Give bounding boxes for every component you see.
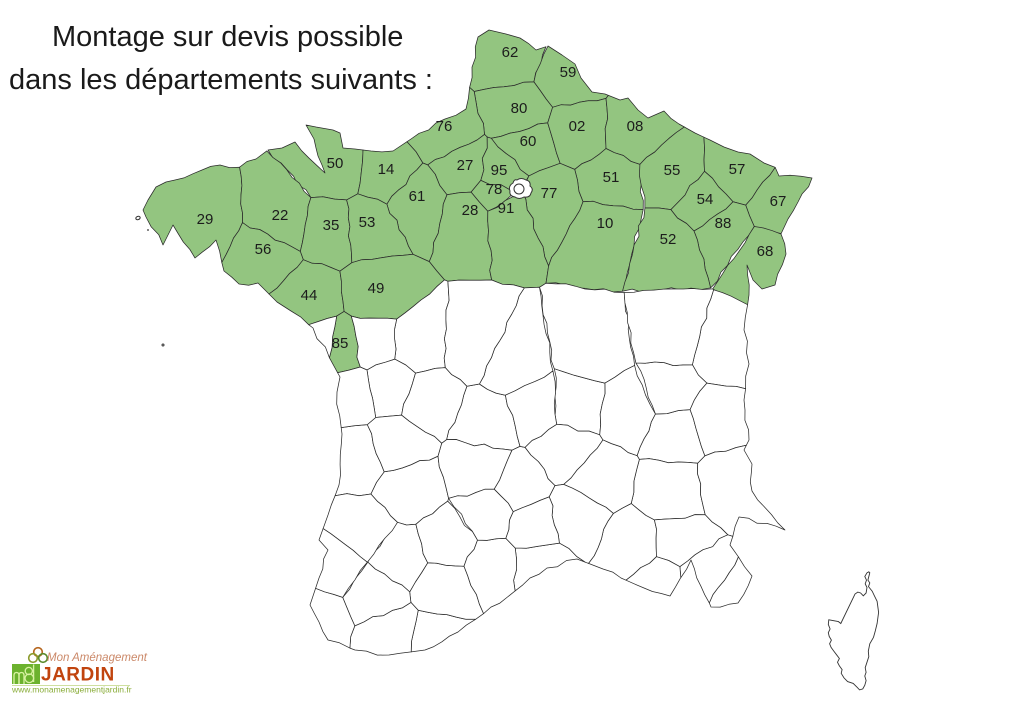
svg-text:JARDIN: JARDIN bbox=[41, 665, 115, 686]
svg-text:www.monamenagementjardin.fr: www.monamenagementjardin.fr bbox=[11, 685, 132, 695]
svg-text:Mon Aménagement: Mon Aménagement bbox=[47, 652, 148, 664]
